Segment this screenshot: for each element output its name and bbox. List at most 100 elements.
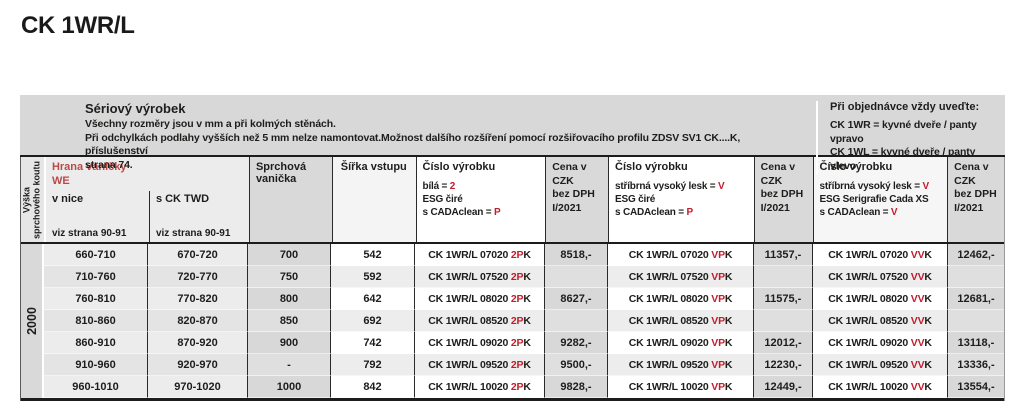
- price-header-line3: I/2021: [552, 201, 582, 214]
- tray-edge-title: Hrana vaničky WE: [46, 157, 249, 191]
- product-code-vpk-cell: CK 1WR/L 09020 VP K: [607, 332, 753, 354]
- range-v-nice-cell: 710-760: [44, 266, 147, 288]
- shower-tray-cell: 800: [247, 288, 330, 310]
- series-product-info: Sériový výrobek Všechny rozměry jsou v m…: [85, 101, 785, 173]
- price-2pk-cell: 9282,-: [544, 332, 607, 354]
- code-variant: 2P: [510, 380, 524, 393]
- series-note-line: Při odchylkách podlahy vyšších než 5 mm …: [85, 131, 741, 158]
- price-column-header: Cena v CZK bez DPH I/2021: [753, 157, 813, 242]
- code-suffix: K: [724, 270, 733, 283]
- range-v-nice-cell: 760-810: [44, 288, 147, 310]
- entry-width-cell: 742: [330, 332, 414, 354]
- shower-tray-cell: 700: [247, 244, 330, 266]
- spec-text: stříbrná vysoký lesk =: [615, 181, 718, 192]
- entry-width-cell: 692: [330, 310, 414, 332]
- range-s-ck-twd-cell: 670-720: [147, 244, 247, 266]
- code-base: CK 1WR/L 08020: [428, 292, 511, 305]
- price-vvk-cell: 12681,-: [947, 288, 1004, 310]
- product-code-vvk-cell: CK 1WR/L 10020 VV K: [812, 376, 947, 398]
- s-ck-twd-label: s CK TWD: [155, 193, 210, 205]
- product-code-vvk-cell: CK 1WR/L 09020 VV K: [812, 332, 947, 354]
- table-header-row: Výška sprchového koutu Hrana vaničky WE …: [21, 157, 1004, 244]
- spec-code: P: [686, 207, 693, 218]
- price-vvk-cell: [947, 266, 1004, 288]
- spec-code: 2: [449, 181, 456, 192]
- spec-text: stříbrná vysoký lesk =: [819, 181, 923, 192]
- code-variant: VV: [910, 314, 925, 327]
- spec-cadaclean: s CADAclean = P: [615, 206, 752, 219]
- code-variant: 2P: [510, 358, 524, 371]
- product-number-column-header-silver: Číslo výrobku stříbrná vysoký lesk = V E…: [608, 157, 754, 242]
- code-variant: 2P: [510, 270, 524, 283]
- tray-edge-column-header: Hrana vaničky WE v nice viz strana 90-91…: [45, 157, 249, 242]
- product-code-2pk-cell: CK 1WR/L 10020 2P K: [414, 376, 544, 398]
- spec-cadaclean: s CADAclean = P: [423, 206, 544, 219]
- price-header-line2: bez DPH: [954, 188, 997, 201]
- table-row: 760-810 770-820 800 642 CK 1WR/L 08020 2P K 86…: [44, 288, 1004, 310]
- product-code-2pk-cell: CK 1WR/L 09520 2P K: [414, 354, 544, 376]
- see-page-ref: viz strana 90-91: [51, 228, 127, 239]
- shower-tray-cell: 750: [247, 266, 330, 288]
- code-suffix: K: [724, 314, 733, 327]
- code-suffix: K: [523, 314, 531, 327]
- shower-tray-cell: 1000: [247, 376, 330, 398]
- table-row: 810-860 820-870 850 692 CK 1WR/L 08520 2P K CK…: [44, 310, 1004, 332]
- range-s-ck-twd-cell: 720-770: [147, 266, 247, 288]
- code-suffix: K: [523, 380, 531, 393]
- entry-width-cell: 642: [330, 288, 414, 310]
- range-v-nice-cell: 860-910: [44, 332, 147, 354]
- code-variant: VV: [910, 270, 925, 283]
- tray-edge-title-line1: Hrana vaničky: [51, 161, 127, 173]
- tray-edge-title-line2: WE: [51, 174, 70, 187]
- product-code-vpk-cell: CK 1WR/L 10020 VP K: [607, 376, 753, 398]
- product-code-vvk-cell: CK 1WR/L 09520 VV K: [812, 354, 947, 376]
- table-row: 710-760 720-770 750 592 CK 1WR/L 07520 2P K CK…: [44, 266, 1004, 288]
- code-suffix: K: [523, 292, 531, 305]
- code-variant: VP: [711, 270, 725, 283]
- entry-width-cell: 542: [330, 244, 414, 266]
- price-vvk-cell: 13554,-: [947, 376, 1004, 398]
- code-suffix: K: [724, 248, 733, 261]
- entry-width-cell: 842: [330, 376, 414, 398]
- page-title: CK 1WR/L: [21, 12, 135, 39]
- table-row: 860-910 870-920 900 742 CK 1WR/L 09020 2P K 92…: [44, 332, 1004, 354]
- entry-width-column-header: Šířka vstupu: [331, 157, 416, 242]
- spec-text: s CADAclean =: [422, 207, 494, 218]
- code-suffix: K: [724, 292, 733, 305]
- product-number-column-header-serigraphy: Číslo výrobku stříbrná vysoký lesk = V E…: [812, 157, 948, 242]
- order-note-line: CK 1WR = kyvné dveře / panty vpravo: [830, 119, 977, 145]
- height-column-header: Výška sprchového koutu: [21, 157, 46, 242]
- code-variant: 2P: [510, 248, 524, 261]
- code-variant: VP: [711, 380, 725, 393]
- code-suffix: K: [724, 336, 733, 349]
- spec-code: V: [718, 181, 725, 192]
- spec-color: stříbrná vysoký lesk = V: [615, 180, 752, 193]
- shower-tray-cell: 850: [247, 310, 330, 332]
- code-variant: 2P: [510, 292, 524, 305]
- price-header-line1: Cena v CZK: [552, 161, 587, 187]
- price-header-line1: Cena v CZK: [760, 161, 796, 187]
- price-vvk-cell: 13336,-: [947, 354, 1004, 376]
- product-code-2pk-cell: CK 1WR/L 07020 2P K: [414, 244, 544, 266]
- code-suffix: K: [924, 248, 932, 261]
- spec-text: s CADAclean =: [819, 207, 891, 218]
- price-column-header: Cena v CZK bez DPH I/2021: [545, 157, 609, 242]
- product-table: Sériový výrobek Všechny rozměry jsou v m…: [20, 95, 1005, 401]
- range-v-nice-cell: 910-960: [44, 354, 147, 376]
- spec-glass: ESG čiré: [422, 194, 463, 205]
- spec-glass: ESG čiré: [615, 194, 656, 205]
- series-note-line: Všechny rozměry jsou v mm a při kolmých …: [85, 118, 336, 130]
- price-vvk-cell: 13118,-: [947, 332, 1004, 354]
- code-base: CK 1WR/L 09020: [628, 336, 712, 349]
- price-header-line3: I/2021: [760, 201, 790, 214]
- code-base: CK 1WR/L 07020: [428, 248, 511, 261]
- code-variant: VV: [910, 292, 925, 305]
- price-header-line1: Cena v CZK: [954, 161, 989, 187]
- price-column-header: Cena v CZK bez DPH I/2021: [947, 157, 1004, 242]
- range-s-ck-twd-cell: 820-870: [147, 310, 247, 332]
- range-v-nice-cell: 960-1010: [44, 376, 147, 398]
- table-row: 910-960 920-970-792 CK 1WR/L 09520 2P K 9500…: [44, 354, 1004, 376]
- code-base: CK 1WR/L 07020: [828, 248, 911, 261]
- product-code-vvk-cell: CK 1WR/L 07020 VV K: [812, 244, 947, 266]
- code-base: CK 1WR/L 07520: [828, 270, 911, 283]
